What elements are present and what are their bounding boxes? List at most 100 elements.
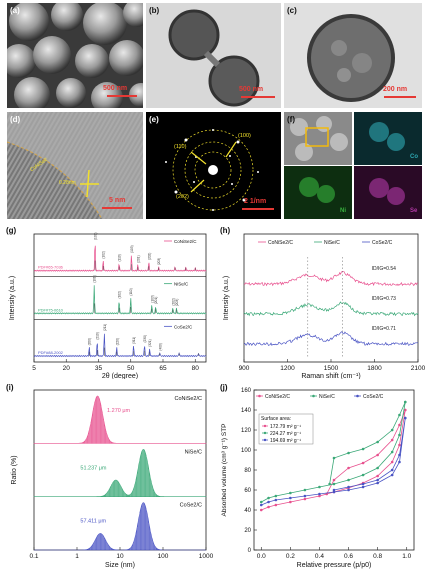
- ring-label-110: (110): [174, 144, 187, 150]
- size-annotation-i-1: 51.237 μm: [80, 465, 107, 471]
- x-tick-label-j-2: 0.4: [315, 553, 324, 560]
- legend-label-j-1: NiSe/C: [319, 394, 335, 400]
- series-point-j-1-1: [267, 496, 270, 500]
- x-tick-label-g-2: 35: [95, 365, 103, 372]
- series-line-h-2: [243, 331, 419, 346]
- series-line-h-0: [243, 271, 419, 287]
- pdf-label-g-1: PDF#75-0610: [38, 307, 64, 312]
- y-tick-label-j-2: 40: [244, 508, 251, 514]
- surface-legend-marker-j-1: [263, 431, 267, 435]
- peak-label-g-1-2: (110): [129, 288, 133, 295]
- x-axis-title-g: 2θ (degree): [102, 373, 138, 379]
- series-point-j-0-18: [347, 466, 350, 470]
- raman-chart-h: ID/IG=0.54 CoNiSe2/C ID/IG=0.73 NiSe/C ID/IG…: [220, 226, 426, 379]
- x-tick-label-h-2: 1500: [324, 365, 339, 372]
- eds-label-ni: Ni: [340, 208, 346, 214]
- surface-area-title-j: Surface area:: [261, 416, 291, 422]
- series-line-h-1: [243, 301, 419, 317]
- peak-label-g-0-4: (201): [136, 255, 140, 262]
- ratio-label-h-0: ID/IG=0.54: [372, 266, 397, 272]
- y-tick-label-j-0: 0: [248, 548, 252, 554]
- series-point-j-0-4: [303, 497, 307, 501]
- x-tick-label-i-2: 10: [116, 553, 124, 560]
- series-point-j-1-7: [347, 478, 350, 482]
- peak-label-g-0-1: (102): [102, 251, 106, 258]
- surface-area-j-2: 194.69 m² g⁻¹: [270, 438, 301, 444]
- legend-label-g-1: NiSe/C: [174, 282, 189, 287]
- peak-label-g-0-5: (202): [147, 253, 151, 260]
- series-point-j-0-11: [398, 443, 401, 447]
- series-point-j-0-9: [376, 474, 379, 478]
- scale-label-d: 5 nm: [109, 197, 126, 204]
- x-tick-label-i-3: 100: [158, 553, 169, 560]
- y-axis-title-h: Intensity (a.u.): [223, 276, 230, 320]
- y-axis-title-g: Intensity (a.u.): [9, 276, 16, 320]
- series-point-j-1-18: [347, 451, 350, 455]
- peak-label-g-0-2: (110): [118, 254, 122, 261]
- x-tick-label-i-4: 1000: [199, 553, 214, 560]
- legend-label-g-2: CoSe2/C: [174, 324, 193, 329]
- surface-area-box-j: [258, 413, 314, 445]
- x-tick-label-j-3: 0.6: [344, 553, 353, 560]
- series-point-j-2-19: [332, 488, 336, 492]
- series-point-j-2-10: [390, 473, 394, 477]
- size-annotation-i-2: 57.411 μm: [80, 519, 106, 525]
- series-point-j-0-3: [289, 500, 292, 504]
- scale-bar-b: [241, 96, 275, 98]
- peak-label-g-2-3: (220): [115, 338, 119, 345]
- series-point-j-2-18: [347, 485, 350, 489]
- legend-label-h-0: CoNiSe2/C: [268, 240, 293, 246]
- scale-bar-c: [384, 96, 416, 98]
- x-tick-label-g-4: 65: [159, 365, 167, 372]
- series-point-j-1-8: [361, 473, 365, 477]
- y-axis-title-i: Ratio (%): [11, 455, 18, 484]
- y-tick-label-j-4: 80: [244, 468, 251, 474]
- series-point-j-0-17: [361, 461, 365, 465]
- series-area-i-0: [33, 395, 207, 444]
- peak-label-g-2-1: (210): [96, 332, 100, 339]
- peak-label-g-1-3: (103): [150, 295, 154, 302]
- series-point-j-2-5: [318, 492, 321, 496]
- x-tick-label-h-0: 900: [239, 365, 250, 372]
- eds-label-se: Se: [410, 208, 418, 214]
- series-point-j-2-15: [390, 468, 394, 472]
- series-point-j-2-17: [361, 482, 365, 486]
- peak-label-g-2-4: (311): [132, 337, 136, 344]
- peak-label-g-1-0: (101): [93, 275, 97, 282]
- series-point-j-1-0: [259, 500, 263, 504]
- ratio-label-h-2: ID/IG=0.71: [372, 326, 397, 332]
- series-point-j-0-13: [403, 408, 407, 412]
- x-tick-label-j-4: 0.8: [373, 553, 382, 560]
- annot-dspacing-d: 0.28nm: [59, 180, 76, 186]
- peak-label-g-0-0: (101): [94, 233, 98, 240]
- pdf-label-g-0: PDF#65-7036: [38, 265, 64, 270]
- series-point-j-0-0: [259, 508, 263, 512]
- series-point-j-1-2: [274, 494, 278, 498]
- series-point-j-2-3: [289, 496, 292, 500]
- plot-frame-g: [33, 233, 207, 363]
- legend-marker-j-0: [258, 394, 261, 398]
- eds-map-f: (f) Co Ni Se: [284, 112, 422, 219]
- legend-marker-j-2: [356, 394, 359, 398]
- legend-label-i-2: CoSe2/C: [180, 503, 202, 509]
- x-tick-label-j-0: 0.0: [257, 553, 266, 560]
- legend-marker-j-1: [312, 394, 315, 398]
- peak-label-g-2-5: (230): [143, 335, 147, 342]
- ring-label-100: (100): [238, 133, 251, 139]
- series-point-j-0-1: [267, 505, 270, 509]
- y-axis-title-j: Absorbed volume (cm³ g⁻¹) STP: [221, 423, 228, 516]
- panel-label-f: (f): [287, 115, 295, 124]
- surface-legend-marker-j-2: [263, 438, 267, 442]
- surface-area-j-0: 172.79 m² g⁻¹: [270, 424, 301, 430]
- x-tick-label-i-1: 1: [75, 553, 79, 560]
- legend-label-h-1: NiSe/C: [324, 240, 340, 246]
- scale-label-a: 500 nm: [103, 85, 128, 92]
- peak-label-g-2-7: (400): [158, 343, 162, 350]
- x-tick-label-g-5: 80: [192, 365, 200, 372]
- scale-bar-a: [107, 95, 137, 97]
- series-point-j-0-10: [390, 460, 394, 464]
- x-tick-label-h-4: 2100: [411, 365, 426, 372]
- peak-label-g-2-0: (200): [88, 338, 92, 345]
- surface-area-j-1: 224.27 m² g⁻¹: [270, 431, 301, 437]
- x-axis-title-h: Raman shift (cm⁻¹): [301, 373, 360, 379]
